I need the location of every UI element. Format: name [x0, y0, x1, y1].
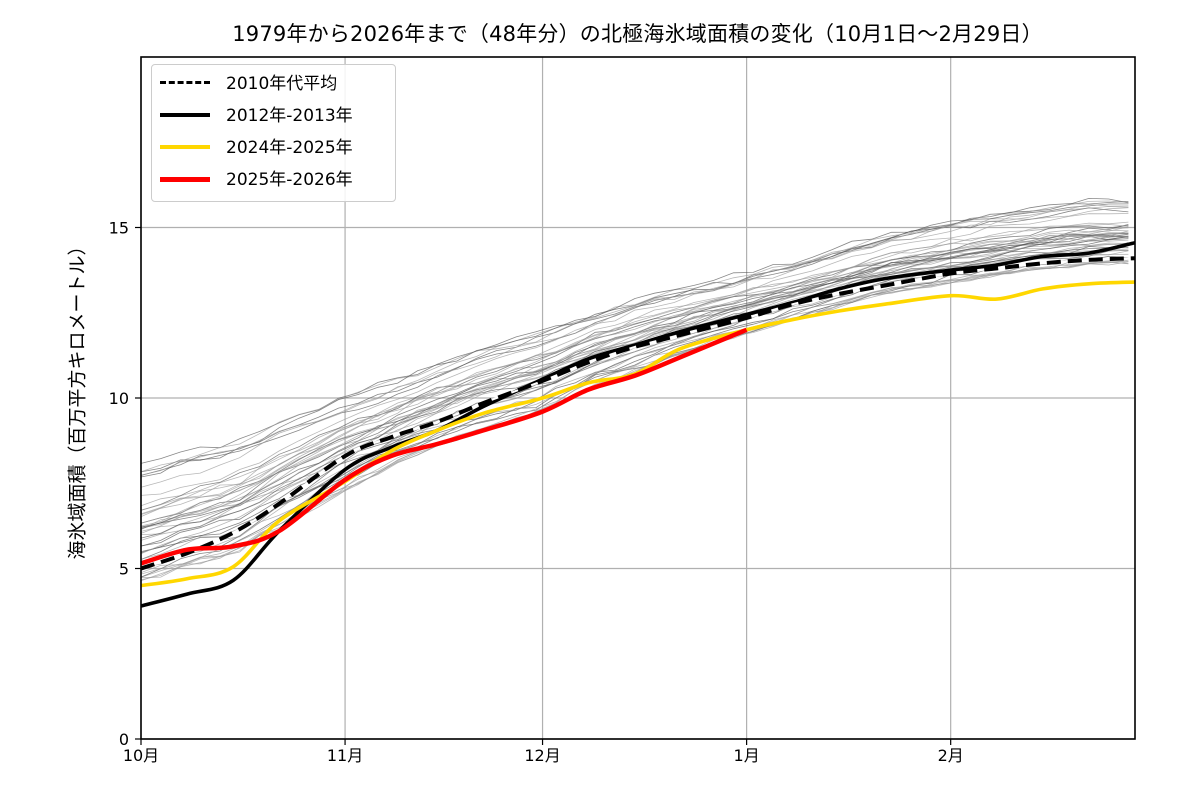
- historical-year-line: [140, 200, 1129, 476]
- y-tick-label: 10: [109, 389, 129, 408]
- legend-swatch-black: [160, 113, 210, 117]
- historical-year-line: [140, 243, 1129, 532]
- x-tick-label: 1月: [734, 746, 760, 765]
- historical-year-line: [140, 226, 1129, 527]
- legend-item-2012-2013: 2012年-2013年: [152, 99, 395, 129]
- historical-year-line: [140, 233, 1129, 530]
- legend-swatch-yellow: [160, 145, 210, 149]
- series-line: [140, 241, 1136, 608]
- legend-label: 2010年代平均: [226, 74, 338, 94]
- x-tick-label: 11月: [327, 746, 363, 765]
- legend: 2010年代平均 2012年-2013年 2024年-2025年 2025年-2…: [151, 64, 396, 202]
- legend-label: 2012年-2013年: [226, 106, 353, 126]
- historical-year-line: [140, 235, 1129, 528]
- x-tick-label: 12月: [524, 746, 560, 765]
- highlighted-series-lines: [140, 241, 1136, 608]
- historical-year-line: [140, 227, 1129, 541]
- historical-year-line: [140, 232, 1129, 555]
- legend-item-2024-2025: 2024年-2025年: [152, 131, 395, 161]
- series-line: [140, 327, 748, 566]
- historical-year-line: [140, 248, 1129, 534]
- historical-year-line: [140, 261, 1129, 578]
- chart-title: 1979年から2026年まで（48年分）の北極海氷域面積の変化（10月1日～2月…: [232, 22, 1043, 46]
- historical-year-lines: [140, 197, 1129, 582]
- historical-year-line: [140, 261, 1129, 579]
- historical-year-line: [140, 225, 1129, 511]
- y-tick-label: 15: [109, 219, 129, 238]
- x-tick-label: 2月: [938, 746, 964, 765]
- legend-item-2025-2026: 2025年-2026年: [152, 163, 395, 193]
- historical-year-line: [140, 207, 1129, 488]
- historical-year-line: [140, 230, 1129, 517]
- historical-year-line: [140, 239, 1129, 535]
- historical-year-line: [140, 238, 1129, 554]
- x-tick-label: 10月: [123, 746, 159, 765]
- axis-ticks: 10月 11月 12月 1月 2月 0 5 10 15: [109, 219, 964, 766]
- series-line: [140, 256, 1136, 571]
- historical-year-line: [140, 203, 1129, 496]
- historical-year-line: [140, 236, 1129, 539]
- y-tick-label: 5: [119, 560, 129, 579]
- legend-swatch-dashed-black: [160, 81, 210, 84]
- historical-year-line: [140, 213, 1129, 515]
- historical-year-line: [140, 234, 1129, 547]
- legend-swatch-red: [160, 177, 210, 182]
- historical-year-line: [140, 206, 1129, 473]
- historical-year-line: [140, 235, 1129, 552]
- legend-label: 2024年-2025年: [226, 138, 353, 158]
- historical-year-line: [140, 261, 1129, 568]
- historical-year-line: [140, 201, 1129, 476]
- historical-year-line: [140, 235, 1129, 524]
- legend-label: 2025年-2026年: [226, 170, 353, 190]
- historical-year-line: [140, 197, 1129, 473]
- historical-year-line: [140, 261, 1129, 582]
- y-tick-label: 0: [119, 730, 129, 749]
- legend-item-2010s-average: 2010年代平均: [152, 67, 395, 97]
